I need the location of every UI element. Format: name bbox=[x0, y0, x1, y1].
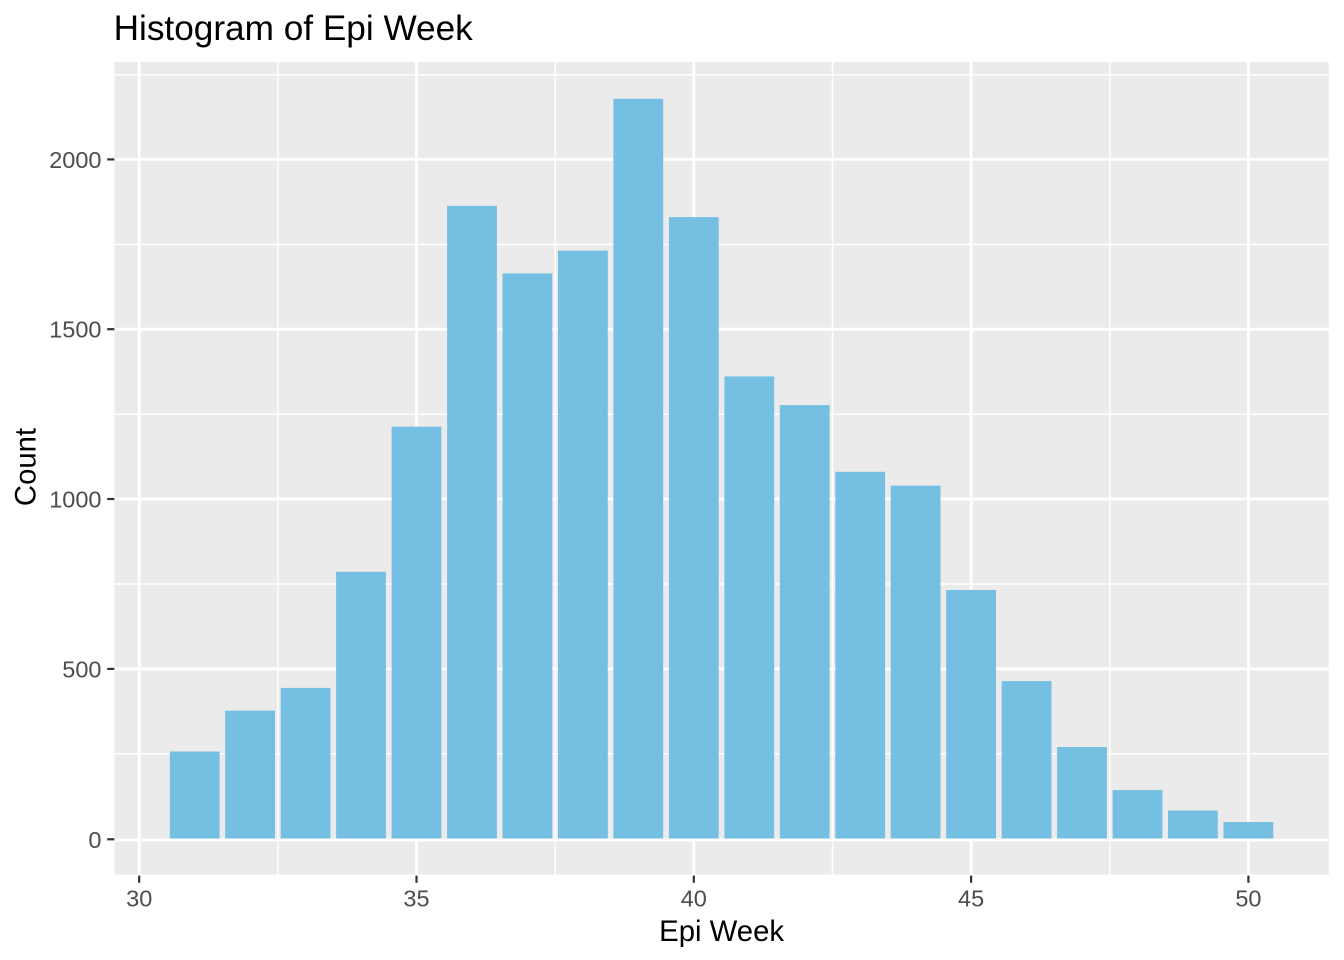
svg-text:30: 30 bbox=[126, 886, 152, 912]
svg-text:2000: 2000 bbox=[49, 147, 101, 173]
svg-text:Count: Count bbox=[9, 428, 42, 506]
svg-text:40: 40 bbox=[681, 886, 707, 912]
svg-text:500: 500 bbox=[62, 656, 101, 682]
svg-text:45: 45 bbox=[958, 886, 984, 912]
svg-text:1500: 1500 bbox=[49, 317, 101, 343]
svg-text:50: 50 bbox=[1235, 886, 1261, 912]
svg-text:Histogram of Epi Week: Histogram of Epi Week bbox=[114, 9, 474, 48]
svg-text:1000: 1000 bbox=[49, 487, 101, 513]
svg-text:35: 35 bbox=[403, 886, 429, 912]
svg-text:0: 0 bbox=[88, 827, 101, 853]
svg-text:Epi Week: Epi Week bbox=[659, 915, 784, 948]
